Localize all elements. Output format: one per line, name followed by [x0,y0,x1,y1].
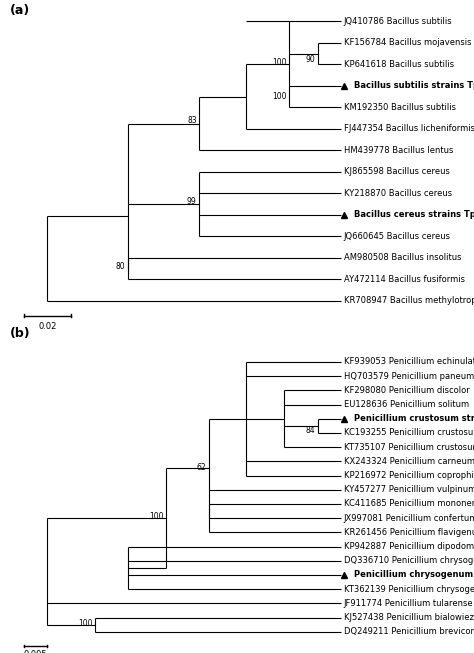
Text: KT735107 Penicillium crustosum: KT735107 Penicillium crustosum [344,443,474,452]
Text: KY457277 Penicillium vulpinum: KY457277 Penicillium vulpinum [344,485,474,494]
Text: Bacillus subtilis strains Tp.4B-7B: Bacillus subtilis strains Tp.4B-7B [354,82,474,90]
Text: KM192350 Bacillus subtilis: KM192350 Bacillus subtilis [344,103,456,112]
Text: KP942887 Penicillium dipodomyicola: KP942887 Penicillium dipodomyicola [344,542,474,551]
Text: (a): (a) [9,4,30,17]
Text: JF911774 Penicillium tularense: JF911774 Penicillium tularense [344,599,473,608]
Text: 83: 83 [187,116,197,125]
Text: JX997081 Penicillium confertum: JX997081 Penicillium confertum [344,514,474,522]
Text: KF298080 Penicillium discolor: KF298080 Penicillium discolor [344,386,469,395]
Text: DQ249211 Penicillium brevicompactum: DQ249211 Penicillium brevicompactum [344,628,474,636]
Text: HQ703579 Penicillium paneum: HQ703579 Penicillium paneum [344,372,474,381]
Text: 100: 100 [149,512,164,521]
Text: AM980508 Bacillus insolitus: AM980508 Bacillus insolitus [344,253,461,263]
Text: KF156784 Bacillus mojavensis: KF156784 Bacillus mojavensis [344,39,471,48]
Text: JQ410786 Bacillus subtilis: JQ410786 Bacillus subtilis [344,17,452,26]
Text: Penicillium crustosum strains Tp.3F-5F: Penicillium crustosum strains Tp.3F-5F [354,414,474,423]
Text: (b): (b) [9,327,30,340]
Text: FJ447354 Bacillus licheniformis: FJ447354 Bacillus licheniformis [344,124,474,133]
Text: Penicillium chrysogenum strains Tp.1F-2F: Penicillium chrysogenum strains Tp.1F-2F [354,571,474,579]
Text: 99: 99 [187,197,197,206]
Text: KT362139 Penicillium chrysogenum: KT362139 Penicillium chrysogenum [344,584,474,594]
Text: 90: 90 [305,55,315,63]
Text: 100: 100 [272,92,287,101]
Text: 84: 84 [306,426,315,435]
Text: 0.005: 0.005 [24,650,47,653]
Text: KC193255 Penicillium crustosum: KC193255 Penicillium crustosum [344,428,474,438]
Text: KY218870 Bacillus cereus: KY218870 Bacillus cereus [344,189,452,198]
Text: KR261456 Penicillium flavigenum: KR261456 Penicillium flavigenum [344,528,474,537]
Text: KC411685 Penicillium mononematosum: KC411685 Penicillium mononematosum [344,500,474,509]
Text: 100: 100 [272,58,287,67]
Text: JQ660645 Bacillus cereus: JQ660645 Bacillus cereus [344,232,451,241]
Text: EU128636 Penicillium solitum: EU128636 Penicillium solitum [344,400,469,409]
Text: 80: 80 [116,262,126,271]
Text: KR708947 Bacillus methylotrophicus: KR708947 Bacillus methylotrophicus [344,296,474,305]
Text: KF939053 Penicillium echinulatum: KF939053 Penicillium echinulatum [344,357,474,366]
Text: AY472114 Bacillus fusiformis: AY472114 Bacillus fusiformis [344,275,465,284]
Text: KJ865598 Bacillus cereus: KJ865598 Bacillus cereus [344,167,449,176]
Text: KX243324 Penicillium carneum: KX243324 Penicillium carneum [344,457,474,466]
Text: KJ527438 Penicillium bialowiezense: KJ527438 Penicillium bialowiezense [344,613,474,622]
Text: 100: 100 [78,618,92,628]
Text: 62: 62 [197,462,206,471]
Text: Bacillus cereus strains Tp.1B-3B: Bacillus cereus strains Tp.1B-3B [354,210,474,219]
Text: HM439778 Bacillus lentus: HM439778 Bacillus lentus [344,146,453,155]
Text: KP216972 Penicillium coprophilum: KP216972 Penicillium coprophilum [344,471,474,480]
Text: 0.02: 0.02 [38,322,56,331]
Text: KP641618 Bacillus subtilis: KP641618 Bacillus subtilis [344,60,454,69]
Text: DQ336710 Penicillium chrysogenum: DQ336710 Penicillium chrysogenum [344,556,474,565]
